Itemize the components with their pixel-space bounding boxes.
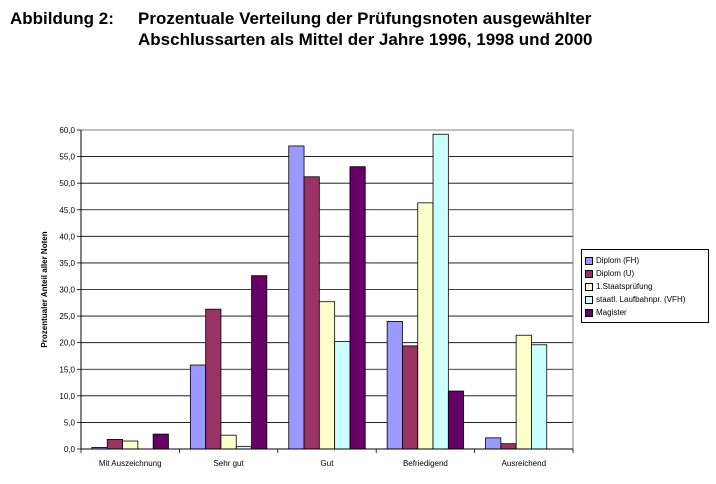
legend-swatch bbox=[585, 282, 593, 291]
bar bbox=[402, 345, 419, 450]
y-tick-label: 15,0 bbox=[59, 365, 75, 374]
bar bbox=[303, 176, 320, 450]
x-tick-label: Mit Auszeichnung bbox=[99, 459, 162, 468]
y-tick-label: 45,0 bbox=[59, 206, 75, 215]
legend-label: Diplom (FH) bbox=[596, 256, 640, 265]
y-tick-label: 55,0 bbox=[59, 153, 75, 162]
bar bbox=[251, 275, 268, 450]
y-tick-label: 20,0 bbox=[59, 339, 75, 348]
bar bbox=[106, 439, 123, 450]
y-tick-label: 40,0 bbox=[59, 232, 75, 241]
bar bbox=[500, 443, 517, 450]
bar bbox=[318, 301, 336, 450]
x-tick-label: Ausreichend bbox=[502, 459, 546, 468]
legend-label: Diplom (U) bbox=[596, 269, 635, 278]
legend-swatch bbox=[585, 295, 593, 304]
x-tick-label: Gut bbox=[321, 459, 335, 468]
chart-legend: Diplom (FH) Diplom (U) 1.Staatsprüfung staa… bbox=[581, 249, 709, 323]
legend-label: 1.Staatsprüfung bbox=[596, 282, 653, 291]
y-tick-label: 0,0 bbox=[64, 445, 76, 454]
figure-title-line-1: Prozentuale Verteilung der Prüfungsnoten… bbox=[138, 9, 592, 28]
figure-number: Abbildung 2: bbox=[10, 9, 114, 28]
legend-item: 1.Staatsprüfung bbox=[585, 280, 708, 293]
y-axis-label: Prozentualer Anteil aller Noten bbox=[40, 231, 49, 347]
bar bbox=[205, 308, 222, 450]
y-tick-label: 10,0 bbox=[59, 392, 75, 401]
legend-item: Magister bbox=[585, 306, 708, 319]
bars-group bbox=[91, 133, 548, 450]
y-tick-label: 35,0 bbox=[59, 259, 75, 268]
legend-label: staatl. Laufbahnpr. (VFH) bbox=[596, 295, 686, 304]
bar bbox=[485, 437, 502, 450]
bar bbox=[152, 433, 169, 450]
y-tick-label: 60,0 bbox=[59, 126, 75, 135]
bar bbox=[386, 320, 403, 450]
bar bbox=[288, 145, 305, 450]
figure-title-line-2: Abschlussarten als Mittel der Jahre 1996… bbox=[138, 30, 593, 49]
y-tick-label: 50,0 bbox=[59, 179, 75, 188]
legend-item: Diplom (FH) bbox=[585, 254, 708, 267]
bar bbox=[417, 202, 434, 450]
bar bbox=[447, 390, 465, 450]
y-tick-label: 25,0 bbox=[59, 312, 75, 321]
x-tick-label: Sehr gut bbox=[213, 459, 244, 468]
bar bbox=[515, 334, 532, 450]
legend-item: staatl. Laufbahnpr. (VFH) bbox=[585, 293, 708, 306]
axes bbox=[80, 129, 574, 453]
legend-item: Diplom (U) bbox=[585, 267, 708, 280]
legend-label: Magister bbox=[596, 308, 627, 317]
bar bbox=[122, 440, 139, 450]
bar bbox=[334, 341, 351, 450]
legend-swatch bbox=[585, 256, 593, 265]
bar bbox=[531, 344, 548, 450]
bar bbox=[432, 133, 449, 450]
bar bbox=[189, 364, 207, 450]
bar bbox=[349, 166, 366, 450]
x-tick-labels: Mit Auszeichnung Sehr gut Gut Befriedigend A… bbox=[99, 459, 546, 468]
legend-swatch bbox=[585, 269, 593, 278]
legend-swatch bbox=[585, 308, 593, 317]
bar bbox=[220, 434, 237, 450]
x-tick-label: Befriedigend bbox=[403, 459, 448, 468]
y-tick-labels: 0,0 5,0 10,0 15,0 20,0 25,0 30,0 35,0 40,0 45,0 50… bbox=[59, 126, 75, 454]
y-tick-label: 5,0 bbox=[64, 418, 76, 427]
y-tick-label: 30,0 bbox=[59, 286, 75, 295]
